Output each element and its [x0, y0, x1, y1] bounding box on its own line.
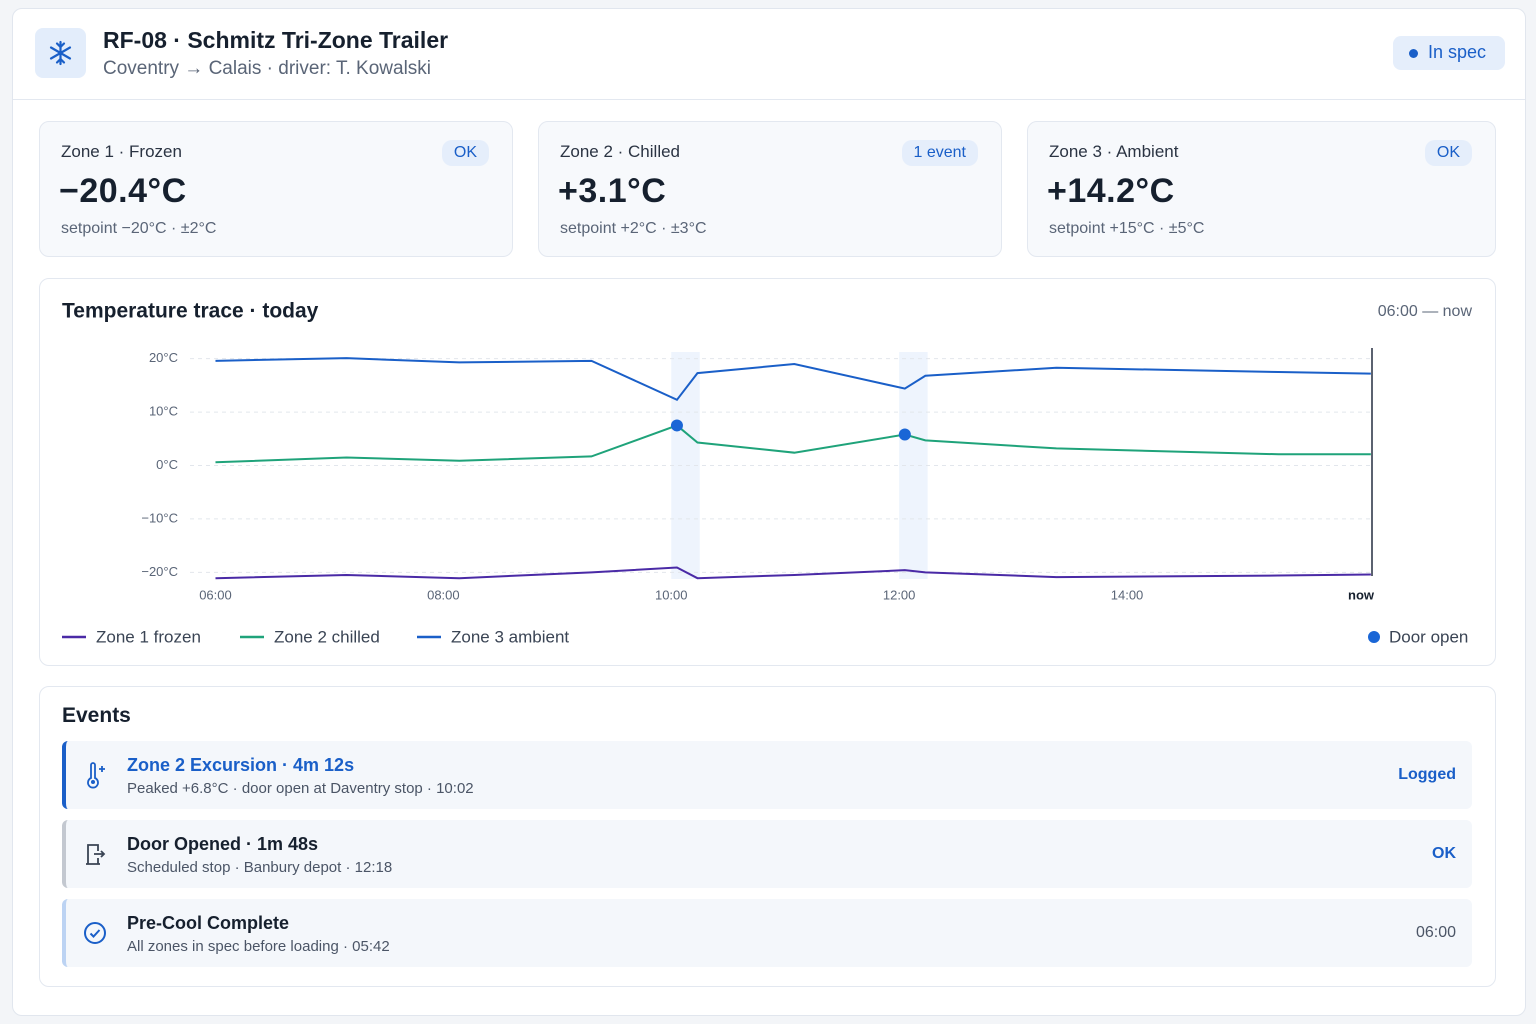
x-tick-label: now: [1348, 587, 1375, 602]
door-open-marker: [670, 419, 683, 432]
event-status: OK: [1432, 845, 1456, 862]
event-title: Pre-Cool Complete: [127, 913, 290, 933]
status-text: In spec: [1428, 42, 1487, 62]
event-icon: [81, 919, 109, 947]
event-icon: [81, 840, 109, 868]
zone-value: +14.2°C: [1047, 172, 1175, 210]
events-title: Events: [62, 704, 131, 727]
zone-setpoint: setpoint −20°C · ±2°C: [61, 220, 217, 237]
icon: [87, 762, 105, 789]
event-status: Logged: [1398, 766, 1456, 783]
chart-range: 06:00 — now: [1378, 303, 1473, 320]
zone-setpoint: setpoint +2°C · ±3°C: [560, 220, 707, 237]
event-title: Door Opened · 1m 48s: [127, 834, 319, 854]
legend-label: Zone 1 frozen: [96, 627, 201, 646]
y-tick-label: 0°C: [156, 457, 178, 472]
zone-card: [39, 121, 513, 257]
subtitle: Coventry → Calais · driver: T. Kowalski: [103, 58, 432, 79]
legend-label: Zone 2 chilled: [274, 627, 380, 646]
event-title: Zone 2 Excursion · 4m 12s: [127, 755, 355, 775]
zone-setpoint: setpoint +15°C · ±5°C: [1049, 220, 1205, 237]
icon: [86, 844, 106, 865]
legend-swatch: [1368, 631, 1380, 643]
y-tick-label: 20°C: [149, 350, 178, 365]
status-dot: [1409, 49, 1418, 58]
door-open-marker: [898, 428, 911, 441]
y-tick-label: 10°C: [149, 404, 178, 419]
title: RF-08 · Schmitz Tri-Zone Trailer: [103, 27, 449, 53]
event-row: [62, 899, 1472, 967]
y-tick-label: −10°C: [141, 510, 178, 525]
event-status: 06:00: [1415, 924, 1456, 941]
x-tick-label: 06:00: [199, 587, 232, 602]
event-icon: [81, 761, 109, 789]
legend-label: Zone 3 ambient: [451, 627, 569, 646]
series-line: [215, 424, 1371, 464]
zone-name: Zone 3 · Ambient: [1049, 142, 1179, 161]
legend-label: Door open: [1389, 627, 1468, 646]
divider: [13, 99, 1525, 100]
zone-status: 1 event: [901, 140, 978, 166]
zone-name: Zone 2 · Chilled: [560, 142, 681, 161]
zone-name: Zone 1 · Frozen: [61, 142, 182, 161]
x-tick-label: 10:00: [655, 587, 688, 602]
chart: Temperature trace · today 06:00 — now 20…: [62, 300, 1473, 646]
x-tick-label: 08:00: [427, 587, 460, 602]
zone-value: +3.1°C: [558, 172, 667, 210]
x-tick-label: 14:00: [1111, 587, 1144, 602]
x-tick-label: 12:00: [883, 587, 916, 602]
event-row: [62, 741, 1472, 809]
y-tick-label: −20°C: [141, 564, 178, 579]
zone-status: OK: [1424, 140, 1472, 166]
snowflake-icon: [35, 28, 86, 78]
event-detail: Scheduled stop · Banbury depot · 12:18: [127, 859, 393, 876]
icon: [84, 922, 106, 944]
chart-title: Temperature trace · today: [62, 300, 319, 323]
event-detail: Peaked +6.8°C · door open at Daventry st…: [127, 780, 474, 797]
event-row: [62, 820, 1472, 888]
series-line: [215, 566, 1371, 580]
series-line: [215, 357, 1371, 402]
chart-card: [39, 278, 1496, 666]
zone-status: OK: [441, 140, 489, 166]
event-detail: All zones in spec before loading · 05:42: [127, 938, 390, 955]
zone-value: −20.4°C: [59, 172, 187, 210]
status-pill: In spec: [1393, 36, 1505, 70]
zone-card: [1027, 121, 1496, 257]
icon: [49, 40, 72, 66]
